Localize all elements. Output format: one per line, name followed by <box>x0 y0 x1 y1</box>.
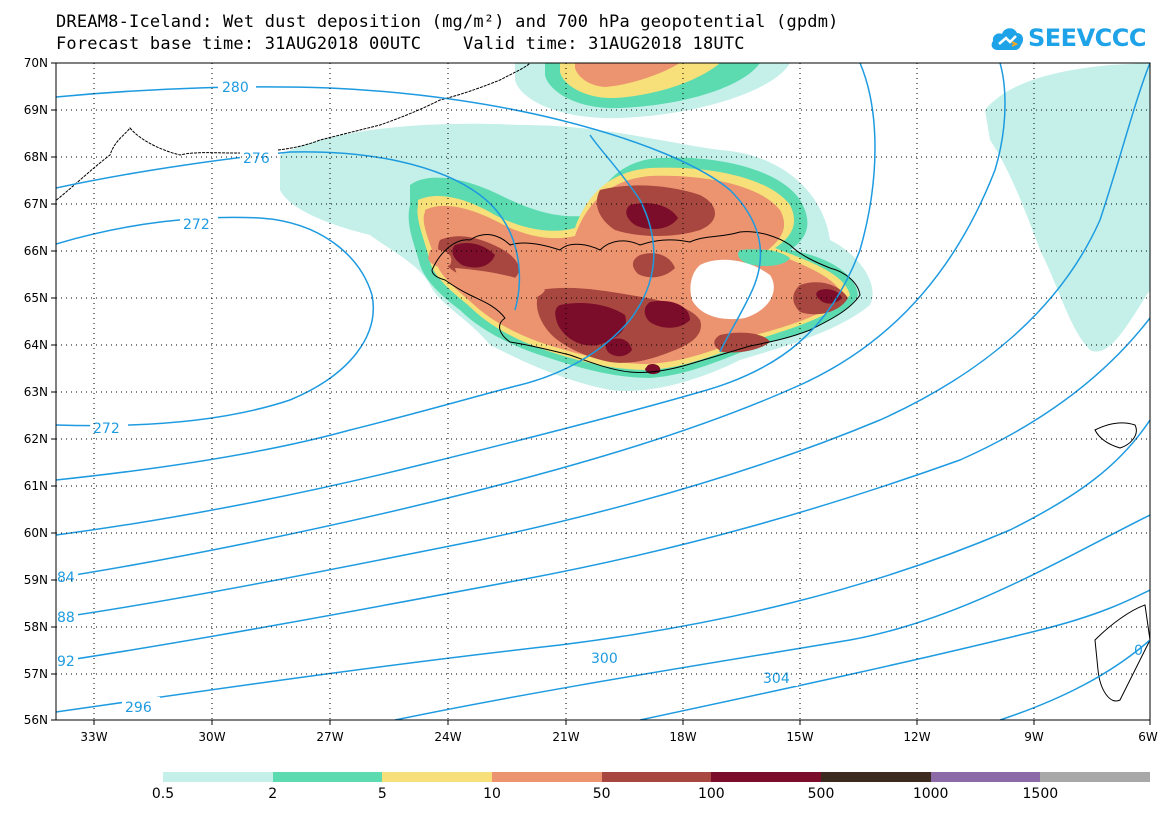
legend-label: 100 <box>697 786 725 802</box>
lat-label: 63N <box>24 385 48 399</box>
lat-label: 59N <box>24 573 48 587</box>
contour-labels: 280 276 272 272 84 88 92 296 300 304 0 <box>56 77 1143 716</box>
contour-label: 88 <box>57 610 75 626</box>
lat-label: 57N <box>24 667 48 681</box>
contour-label: 280 <box>222 80 249 96</box>
latitude-labels: 70N 69N 68N 67N 66N 65N 64N 63N 62N 61N … <box>24 56 48 727</box>
lon-label: 27W <box>316 730 343 744</box>
chart-title: DREAM8-Iceland: Wet dust deposition (mg/… <box>56 12 839 32</box>
legend-labels: 0.5 2 5 10 50 100 500 1000 1500 <box>0 786 1175 806</box>
legend-swatch <box>821 772 931 782</box>
legend-swatch <box>711 772 822 782</box>
chart-subtitle-times: Forecast base time: 31AUG2018 00UTC Vali… <box>56 34 745 54</box>
legend-label: 50 <box>592 786 611 802</box>
legend-label: 10 <box>483 786 501 802</box>
lat-label: 70N <box>24 56 48 70</box>
lat-label: 69N <box>24 103 48 117</box>
legend-swatch <box>492 772 602 782</box>
lon-label: 9W <box>1024 730 1044 744</box>
contour-label: 92 <box>57 654 75 670</box>
lat-label: 68N <box>24 150 48 164</box>
legend-label: 500 <box>807 786 835 802</box>
contour-label: 276 <box>243 151 270 167</box>
lon-label: 30W <box>198 730 225 744</box>
lat-label: 61N <box>24 479 48 493</box>
legend-label: 1500 <box>1022 786 1059 802</box>
geopotential-contours <box>56 63 1150 720</box>
map-plot-area: 280 276 272 272 84 88 92 296 300 304 0 <box>56 63 1150 720</box>
color-legend <box>163 772 1151 782</box>
lat-label: 58N <box>24 620 48 634</box>
lat-label: 65N <box>24 291 48 305</box>
axis-ticks <box>51 62 1151 725</box>
cloud-icon <box>991 28 1024 50</box>
lon-label: 18W <box>669 730 696 744</box>
contour-label: 296 <box>125 700 152 716</box>
lon-label: 33W <box>80 730 107 744</box>
lat-label: 64N <box>24 338 48 352</box>
lon-label: 12W <box>903 730 930 744</box>
contour-label: 84 <box>57 570 75 586</box>
dust-deposition-field <box>280 63 1150 391</box>
legend-label: 2 <box>268 786 278 802</box>
lon-label: 6W <box>1138 730 1158 744</box>
legend-swatch <box>163 772 273 782</box>
legend-swatch <box>601 772 712 782</box>
coastlines <box>56 63 1150 702</box>
lon-label: 21W <box>552 730 579 744</box>
lat-label: 67N <box>24 197 48 211</box>
legend-label: 5 <box>377 786 387 802</box>
lon-label: 24W <box>434 730 461 744</box>
contour-label: 300 <box>591 651 618 667</box>
logo-text: SEEVCCC <box>1028 24 1147 52</box>
contour-label: 0 <box>1134 643 1143 659</box>
seevccc-logo: SEEVCCC <box>990 18 1150 58</box>
legend-swatch <box>272 772 383 782</box>
lat-label: 56N <box>24 713 48 727</box>
lat-label: 60N <box>24 526 48 540</box>
contour-label: 272 <box>183 217 210 233</box>
lat-label: 66N <box>24 244 48 258</box>
legend-label: 0.5 <box>151 786 175 802</box>
legend-swatch <box>1040 772 1151 782</box>
longitude-labels: 33W 30W 27W 24W 21W 18W 15W 12W 9W 6W <box>80 730 1157 744</box>
lon-label: 15W <box>786 730 813 744</box>
lat-label: 62N <box>24 432 48 446</box>
legend-swatch <box>382 772 493 782</box>
legend-label: 1000 <box>912 786 949 802</box>
legend-swatch <box>930 772 1041 782</box>
contour-label: 304 <box>763 671 790 687</box>
contour-label: 272 <box>93 421 120 437</box>
